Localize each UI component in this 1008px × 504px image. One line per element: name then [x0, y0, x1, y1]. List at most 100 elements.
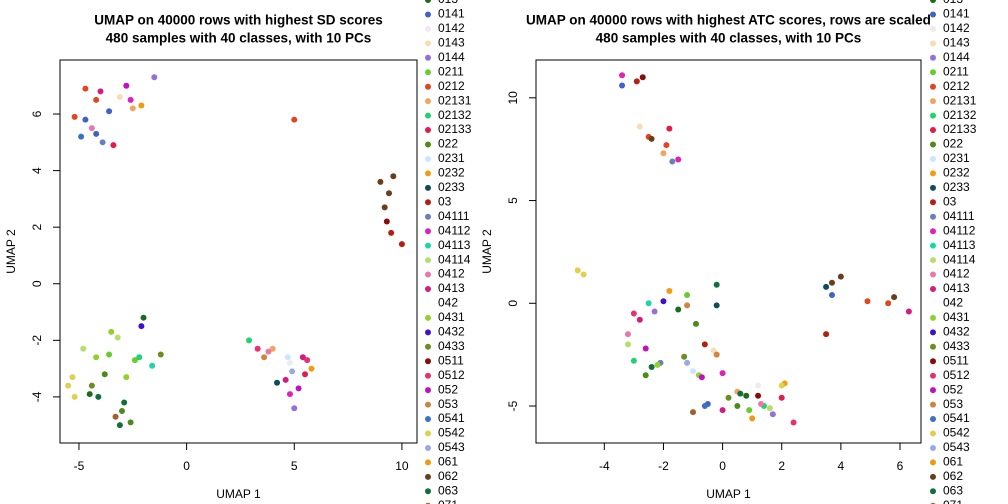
point [136, 354, 143, 361]
legend-label: 0144 [438, 50, 465, 64]
point [698, 374, 705, 381]
legend-swatch [425, 430, 431, 437]
legend-swatch [425, 98, 431, 105]
legend-label: 0542 [438, 426, 465, 440]
legend-label: 04114 [438, 252, 471, 266]
point [669, 158, 676, 165]
y-tick-label: -2 [30, 335, 44, 346]
legend-swatch [930, 459, 936, 466]
x-tick-label: 0 [183, 459, 190, 473]
legend-swatch [425, 54, 431, 61]
legend-label: 0541 [943, 411, 970, 425]
legend-label: 053 [943, 397, 963, 411]
legend-label: 0542 [943, 426, 970, 440]
point [383, 218, 390, 225]
point [701, 341, 708, 348]
point [304, 357, 311, 364]
legend-label: 0413 [943, 281, 970, 295]
legend-swatch [930, 473, 936, 480]
legend-swatch [930, 329, 936, 336]
point [758, 400, 765, 407]
point [636, 123, 643, 130]
plot-frame [535, 59, 922, 444]
legend-label: 0211 [943, 64, 969, 78]
legend-label: 02133 [943, 122, 977, 136]
point [291, 405, 298, 412]
x-tick-label: 5 [291, 459, 298, 473]
y-axis-label: UMAP 2 [480, 229, 494, 274]
point [286, 359, 293, 366]
legend-label: 0431 [438, 310, 465, 324]
plot-frame [59, 59, 418, 444]
legend-swatch [930, 372, 936, 379]
legend-swatch [425, 25, 431, 32]
legend-label: 0432 [943, 325, 970, 339]
point [78, 133, 85, 140]
point [743, 392, 750, 399]
point [149, 362, 156, 369]
point [274, 379, 281, 386]
point [885, 300, 892, 307]
point [86, 391, 93, 398]
point [766, 405, 773, 412]
legend-label: 0231 [943, 151, 970, 165]
point [71, 393, 78, 400]
legend-swatch [930, 25, 936, 32]
point [787, 413, 794, 420]
legend-label: 0433 [943, 339, 970, 353]
legend-label: 052 [943, 382, 963, 396]
legend-swatch [930, 54, 936, 61]
y-tick-label: 2 [30, 224, 44, 231]
legend-label: 0232 [438, 166, 465, 180]
point [93, 354, 100, 361]
point [282, 376, 289, 383]
point [69, 374, 76, 381]
legend-swatch [425, 155, 431, 162]
x-tick-label: 6 [897, 459, 904, 473]
point [157, 351, 164, 358]
point [110, 142, 117, 149]
point [291, 116, 298, 123]
legend-swatch [930, 444, 936, 451]
x-tick-label: 10 [395, 459, 409, 473]
legend-swatch [930, 170, 936, 177]
legend-label: 04112 [438, 223, 471, 237]
legend-swatch [930, 0, 936, 3]
point [778, 394, 785, 401]
legend-swatch [425, 343, 431, 350]
legend-swatch [930, 401, 936, 408]
legend-label: 02132 [943, 108, 977, 122]
point [633, 78, 640, 85]
legend-label: 0511 [438, 353, 464, 367]
legend-label: 03 [943, 194, 957, 208]
point [388, 229, 395, 236]
legend-swatch [425, 271, 431, 278]
point [746, 407, 753, 414]
point [864, 298, 871, 305]
legend-swatch [930, 155, 936, 162]
legend-swatch [930, 343, 936, 350]
y-tick-label: 4 [30, 167, 44, 174]
point [823, 283, 830, 290]
legend-label: 0143 [438, 36, 465, 50]
point [101, 371, 108, 378]
point [82, 116, 89, 123]
legend-swatch [930, 358, 936, 365]
point [308, 365, 315, 372]
legend-label: 0141 [943, 7, 970, 21]
point [660, 298, 667, 305]
point [675, 156, 682, 163]
legend-swatch [425, 184, 431, 191]
legend-swatch [425, 416, 431, 423]
legend-swatch [425, 199, 431, 206]
point [82, 85, 89, 92]
point [265, 348, 272, 355]
point [713, 351, 720, 358]
legend-swatch [425, 473, 431, 480]
legend-label: 0412 [943, 267, 970, 281]
legend-swatch [930, 184, 936, 191]
y-tick-label: -5 [506, 400, 520, 411]
point [681, 353, 688, 360]
point [755, 382, 762, 389]
